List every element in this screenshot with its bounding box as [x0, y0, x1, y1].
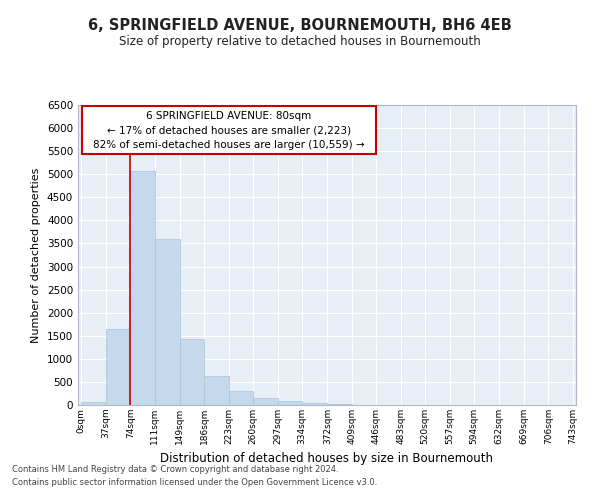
Bar [278, 401, 302, 405]
Bar [229, 390, 253, 405]
Bar [155, 239, 180, 405]
Bar [253, 398, 278, 405]
Bar [205, 376, 229, 405]
X-axis label: Distribution of detached houses by size in Bournemouth: Distribution of detached houses by size … [161, 452, 493, 466]
FancyBboxPatch shape [82, 106, 376, 154]
Y-axis label: Number of detached properties: Number of detached properties [31, 168, 41, 342]
Text: 6, SPRINGFIELD AVENUE, BOURNEMOUTH, BH6 4EB: 6, SPRINGFIELD AVENUE, BOURNEMOUTH, BH6 … [88, 18, 512, 32]
Bar [130, 170, 155, 405]
Bar [180, 340, 205, 405]
Text: Contains public sector information licensed under the Open Government Licence v3: Contains public sector information licen… [12, 478, 377, 487]
Text: Size of property relative to detached houses in Bournemouth: Size of property relative to detached ho… [119, 35, 481, 48]
Text: 6 SPRINGFIELD AVENUE: 80sqm
← 17% of detached houses are smaller (2,223)
82% of : 6 SPRINGFIELD AVENUE: 80sqm ← 17% of det… [94, 110, 365, 150]
Bar [106, 329, 130, 405]
Text: Contains HM Land Registry data © Crown copyright and database right 2024.: Contains HM Land Registry data © Crown c… [12, 466, 338, 474]
Bar [328, 404, 352, 405]
Bar [302, 403, 328, 405]
Bar [82, 402, 106, 405]
